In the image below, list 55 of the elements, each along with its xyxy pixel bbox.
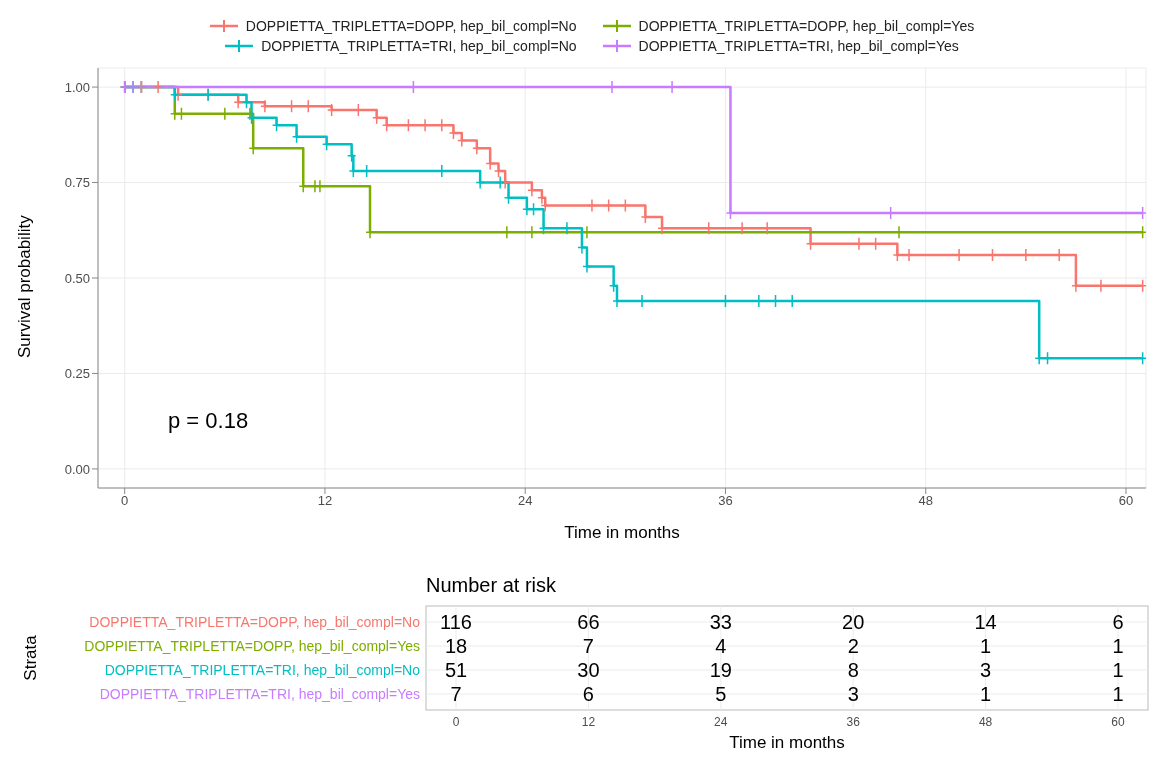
x-tick-label: 12 — [581, 715, 596, 729]
chart-title: Number at risk — [426, 574, 558, 596]
data-label: 8 — [847, 659, 859, 681]
annotation: p = 0.18 — [168, 408, 249, 434]
x-tick-label: 48 — [978, 715, 993, 729]
y-tick-label: 0.00 — [64, 461, 90, 477]
data-label: 6 — [1112, 611, 1124, 633]
y-tick-label: 0.25 — [64, 366, 90, 382]
data-label: 1 — [980, 635, 992, 657]
data-label: 1 — [1112, 635, 1124, 657]
legend-label: DOPPIETTA_TRIPLETTA=DOPP, hep_bil_compl=No — [245, 18, 577, 34]
data-label: 20 — [842, 611, 865, 633]
x-tick-label: 48 — [918, 493, 933, 509]
data-label: 6 — [582, 683, 594, 705]
y-axis-title: Survival probability — [15, 214, 35, 358]
x-tick-label: 24 — [714, 715, 728, 729]
data-label: 1 — [1112, 659, 1124, 681]
y-tick-label: DOPPIETTA_TRIPLETTA=DOPP, hep_bil_compl=No — [89, 614, 421, 630]
data-label: 4 — [715, 635, 727, 657]
x-tick-label: 60 — [1118, 493, 1134, 509]
data-label: 3 — [980, 659, 992, 681]
data-label: 18 — [444, 635, 468, 657]
y-tick-label: 0.75 — [64, 175, 90, 191]
y-tick-label: DOPPIETTA_TRIPLETTA=TRI, hep_bil_compl=Yes — [99, 686, 420, 702]
y-tick-label: DOPPIETTA_TRIPLETTA=TRI, hep_bil_compl=No — [104, 662, 421, 678]
data-label: 19 — [709, 659, 732, 681]
data-label: 2 — [847, 635, 859, 657]
data-label: 5 — [715, 683, 727, 705]
data-label: 51 — [444, 659, 468, 681]
x-tick-label: 36 — [846, 715, 861, 729]
data-label: 7 — [450, 683, 462, 705]
data-label: 1 — [1112, 683, 1124, 705]
data-label: 30 — [577, 659, 600, 681]
data-label: 33 — [709, 611, 732, 633]
data-label: 1 — [980, 683, 992, 705]
legend-label: DOPPIETTA_TRIPLETTA=TRI, hep_bil_compl=No — [261, 38, 577, 54]
data-label: 3 — [847, 683, 859, 705]
x-tick-label: 60 — [1111, 715, 1125, 729]
x-tick-label: 0 — [121, 493, 129, 509]
x-tick-label: 24 — [517, 493, 533, 509]
x-tick-label: 12 — [317, 493, 333, 509]
y-tick-label: 0.50 — [64, 270, 90, 286]
y-axis-title: Strata — [21, 634, 40, 681]
x-tick-label: 36 — [718, 493, 733, 509]
x-axis-title: Time in months — [729, 733, 845, 752]
data-label: 14 — [974, 611, 997, 633]
y-tick-label: 1.00 — [64, 79, 90, 95]
data-label: 66 — [577, 611, 600, 633]
data-label: 7 — [582, 635, 594, 657]
x-tick-label: 0 — [452, 715, 460, 729]
data-label: 116 — [440, 611, 472, 633]
y-tick-label: DOPPIETTA_TRIPLETTA=DOPP, hep_bil_compl=Yes — [84, 638, 420, 654]
legend-label: DOPPIETTA_TRIPLETTA=DOPP, hep_bil_compl=Yes — [638, 18, 975, 34]
x-axis-title: Time in months — [564, 523, 680, 542]
legend-label: DOPPIETTA_TRIPLETTA=TRI, hep_bil_compl=Yes — [638, 38, 959, 54]
